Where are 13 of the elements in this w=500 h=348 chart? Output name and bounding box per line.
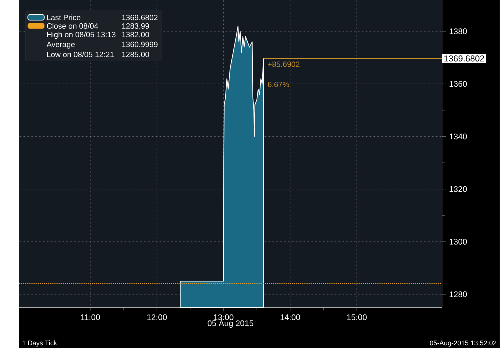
- ref-line-label: 1369.6802: [444, 56, 484, 62]
- y-tick-label: 1320: [450, 186, 468, 192]
- y-tick-label: 1360: [450, 81, 468, 88]
- x-tick-label: 11:00: [81, 314, 100, 320]
- y-tick-label: 1380: [450, 28, 468, 34]
- y-tick-label: 1300: [450, 239, 468, 245]
- y-tick-label: 1280: [450, 292, 468, 298]
- x-tick-label: 14:00: [280, 314, 300, 320]
- x-tick-label: 13:00: [214, 314, 234, 320]
- y-tick-label: 1340: [450, 134, 468, 140]
- x-tick-label: 15:00: [347, 314, 367, 320]
- x-tick-label: 12:00: [148, 314, 168, 320]
- x-axis-title: 05 Aug 2015: [208, 320, 254, 328]
